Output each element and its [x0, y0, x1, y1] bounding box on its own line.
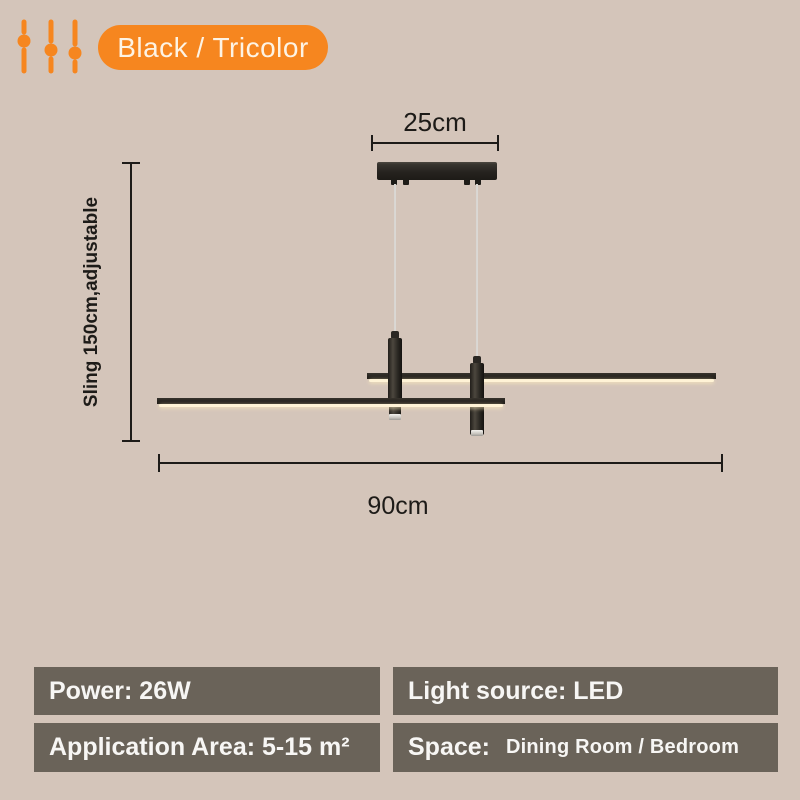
canopy-connector: [391, 179, 397, 185]
dimension-tick: [122, 440, 140, 442]
ceiling-canopy: [377, 162, 497, 180]
spec-box-power: Power: 26W: [34, 667, 380, 715]
spec-power-text: Power: 26W: [49, 676, 191, 705]
spec-box-space: Space: Dining Room / Bedroom: [393, 723, 778, 772]
led-strip-lower: [159, 404, 503, 407]
sling-height-label: Sling 150cm,adjustable: [81, 196, 102, 408]
led-strip-upper: [369, 379, 714, 382]
fixture-length-label: 90cm: [367, 492, 429, 520]
adjust-sliders-icon: [17, 19, 82, 74]
variant-badge-label: Black / Tricolor: [117, 31, 309, 63]
dimension-tick: [122, 162, 140, 164]
canopy-connector: [475, 179, 481, 185]
dimension-tick: [497, 135, 499, 151]
canopy-width-label: 25cm: [403, 107, 467, 137]
fixture-length-dimension-line: [159, 462, 722, 464]
spotlight-ring-left: [389, 414, 401, 420]
canopy-connector: [403, 179, 409, 185]
canopy-connector: [464, 179, 470, 185]
light-bar-lower: [157, 398, 505, 404]
dimension-tick: [371, 135, 373, 151]
dimension-tick: [721, 454, 723, 472]
variant-badge: Black / Tricolor: [98, 25, 328, 70]
suspension-wire-right: [476, 184, 478, 364]
spec-space-value: Dining Room / Bedroom: [505, 736, 740, 758]
spec-application-area-text: Application Area: 5-15 m²: [49, 733, 350, 761]
tube-cap-left: [391, 331, 399, 339]
spec-light-source-text: Light source: LED: [408, 676, 624, 705]
pendant-tube-left: [388, 338, 402, 405]
light-bar-upper: [367, 373, 716, 379]
spec-box-application-area: Application Area: 5-15 m²: [34, 723, 380, 772]
canopy-width-dimension-line: [372, 142, 498, 144]
sling-height-dimension-line: [130, 163, 132, 441]
spec-box-light-source: Light source: LED: [393, 667, 778, 715]
spec-space-label: Space:: [408, 733, 490, 761]
spotlight-ring-right: [471, 430, 483, 436]
dimension-tick: [158, 454, 160, 472]
suspension-wire-left: [394, 184, 396, 338]
tube-cap-right: [473, 356, 481, 364]
